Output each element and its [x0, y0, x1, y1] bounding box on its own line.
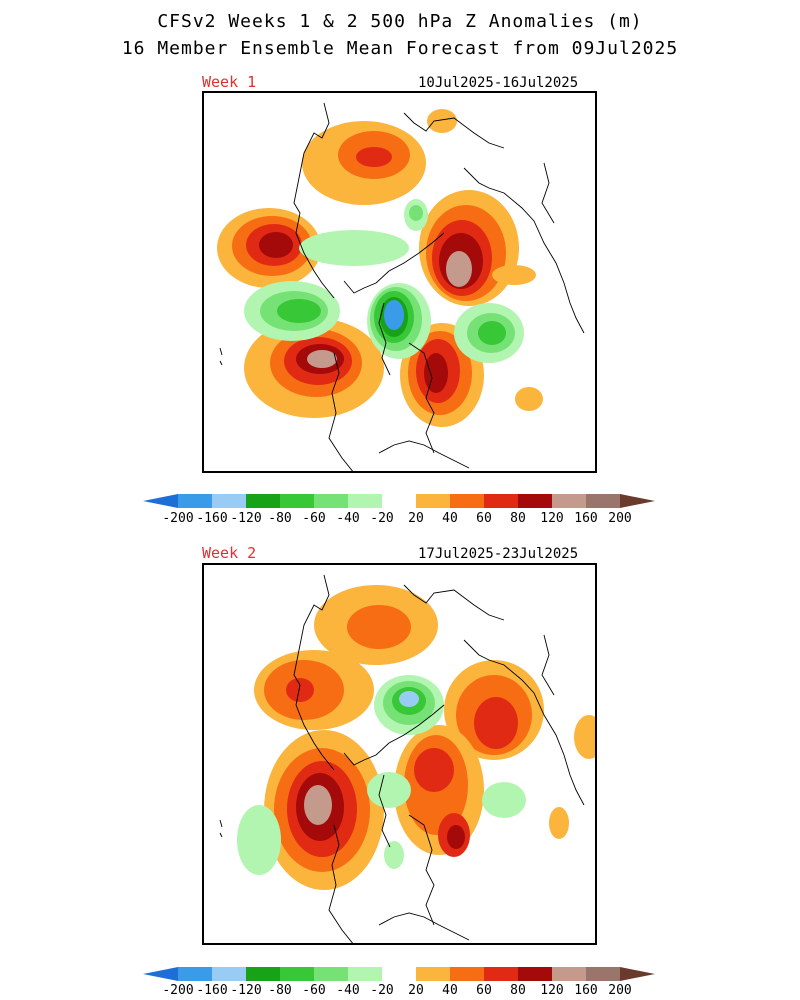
colorbar-swatch: [314, 494, 348, 508]
colorbar-tick-label: -40: [336, 511, 360, 526]
colorbar-swatch: [280, 494, 314, 508]
colorbar-tick-label: -120: [230, 983, 262, 998]
anomaly-ridge-west: [254, 650, 374, 730]
colorbar-swatches: [143, 967, 655, 981]
colorbar-min-arrow: [143, 967, 178, 981]
colorbar-tick-label: -200: [162, 983, 194, 998]
colorbar-swatch: [518, 494, 552, 508]
chart-subtitle: 16 Member Ensemble Mean Forecast from 09…: [121, 38, 679, 59]
week2-date-range: 17Jul2025-23Jul2025: [418, 546, 579, 562]
colorbar-tick-label: -60: [302, 511, 326, 526]
colorbar-tick-label: -80: [268, 511, 292, 526]
anomaly-ridge-pacific: [244, 318, 384, 418]
colorbar-swatch: [314, 967, 348, 981]
colorbar-tick-label: 120: [540, 511, 564, 526]
colorbar-tick-label: 60: [476, 511, 492, 526]
colorbar-swatch: [416, 494, 450, 508]
colorbar-tick-label: 80: [510, 511, 526, 526]
anomaly-ridge-pacific: [264, 730, 384, 890]
colorbar-swatch: [552, 967, 586, 981]
colorbar-max-arrow: [620, 967, 655, 981]
week2-colorbar: [143, 967, 655, 981]
colorbar-tick-label: -20: [370, 511, 394, 526]
colorbar-swatch: [586, 494, 620, 508]
coastlines: [219, 574, 585, 943]
colorbar-tick-label: -80: [268, 983, 292, 998]
colorbar-swatch: [178, 967, 212, 981]
colorbar-tick-label: 200: [608, 511, 632, 526]
colorbar-tick-label: 60: [476, 983, 492, 998]
anomaly-ridge-europe: [302, 109, 457, 205]
colorbar-tick-label: 200: [608, 983, 632, 998]
colorbar-swatch: [382, 967, 416, 981]
week2-colorbar-labels: -200 -160 -120 -80 -60 -40 -20 20 40 60 80 120 160 20…: [150, 983, 650, 999]
colorbar-tick-label: -200: [162, 511, 194, 526]
colorbar-swatch: [348, 494, 382, 508]
colorbar-swatch: [484, 967, 518, 981]
anomaly-ridge-america: [400, 323, 543, 427]
chart-title: CFSv2 Weeks 1 & 2 500 hPa Z Anomalies (m…: [157, 11, 643, 32]
anomaly-ridge-atlantic: [314, 585, 438, 665]
colorbar-swatch: [348, 967, 382, 981]
colorbar-swatch: [246, 494, 280, 508]
week2-label: Week 2: [202, 544, 257, 562]
week1-label: Week 1: [202, 73, 257, 91]
colorbar-swatch: [246, 967, 280, 981]
anomaly-troughs: [237, 675, 526, 875]
colorbar-swatch: [484, 494, 518, 508]
coastlines: [219, 102, 585, 471]
colorbar-swatch: [586, 967, 620, 981]
colorbar-swatch: [450, 494, 484, 508]
colorbar-tick-label: -120: [230, 511, 262, 526]
colorbar-swatch: [382, 494, 416, 508]
colorbar-tick-label: -160: [196, 511, 228, 526]
colorbar-max-arrow: [620, 494, 655, 508]
colorbar-tick-label: 160: [574, 983, 598, 998]
colorbar-tick-label: 40: [442, 511, 458, 526]
colorbar-tick-label: 80: [510, 983, 526, 998]
colorbar-tick-label: 120: [540, 983, 564, 998]
colorbar-swatch: [212, 494, 246, 508]
week2-map: [202, 563, 597, 945]
colorbar-swatch: [416, 967, 450, 981]
anomaly-ridge-west: [217, 208, 321, 288]
colorbar-tick-label: 20: [408, 983, 424, 998]
colorbar-swatch: [552, 494, 586, 508]
colorbar-tick-label: -60: [302, 983, 326, 998]
colorbar-tick-label: 20: [408, 511, 424, 526]
colorbar-tick-label: 160: [574, 511, 598, 526]
anomaly-ridge-siberia: [419, 190, 536, 306]
colorbar-swatch: [212, 967, 246, 981]
anomaly-trough-arctic: [244, 199, 524, 363]
week1-colorbar-labels: -200 -160 -120 -80 -60 -40 -20 20 40 60 80 120 160 20…: [150, 511, 650, 527]
colorbar-swatch: [178, 494, 212, 508]
colorbar-tick-label: -160: [196, 983, 228, 998]
colorbar-tick-label: -20: [370, 983, 394, 998]
colorbar-swatch: [518, 967, 552, 981]
week1-map: [202, 91, 597, 473]
anomaly-ridge-america: [394, 725, 569, 857]
colorbar-swatch: [450, 967, 484, 981]
week1-date-range: 10Jul2025-16Jul2025: [418, 75, 579, 91]
colorbar-tick-label: -40: [336, 983, 360, 998]
colorbar-min-arrow: [143, 494, 178, 508]
colorbar-tick-label: 40: [442, 983, 458, 998]
colorbar-swatch: [280, 967, 314, 981]
anomaly-ridge-siberia: [444, 660, 595, 760]
colorbar-swatches: [143, 494, 655, 508]
week1-colorbar: [143, 494, 655, 508]
